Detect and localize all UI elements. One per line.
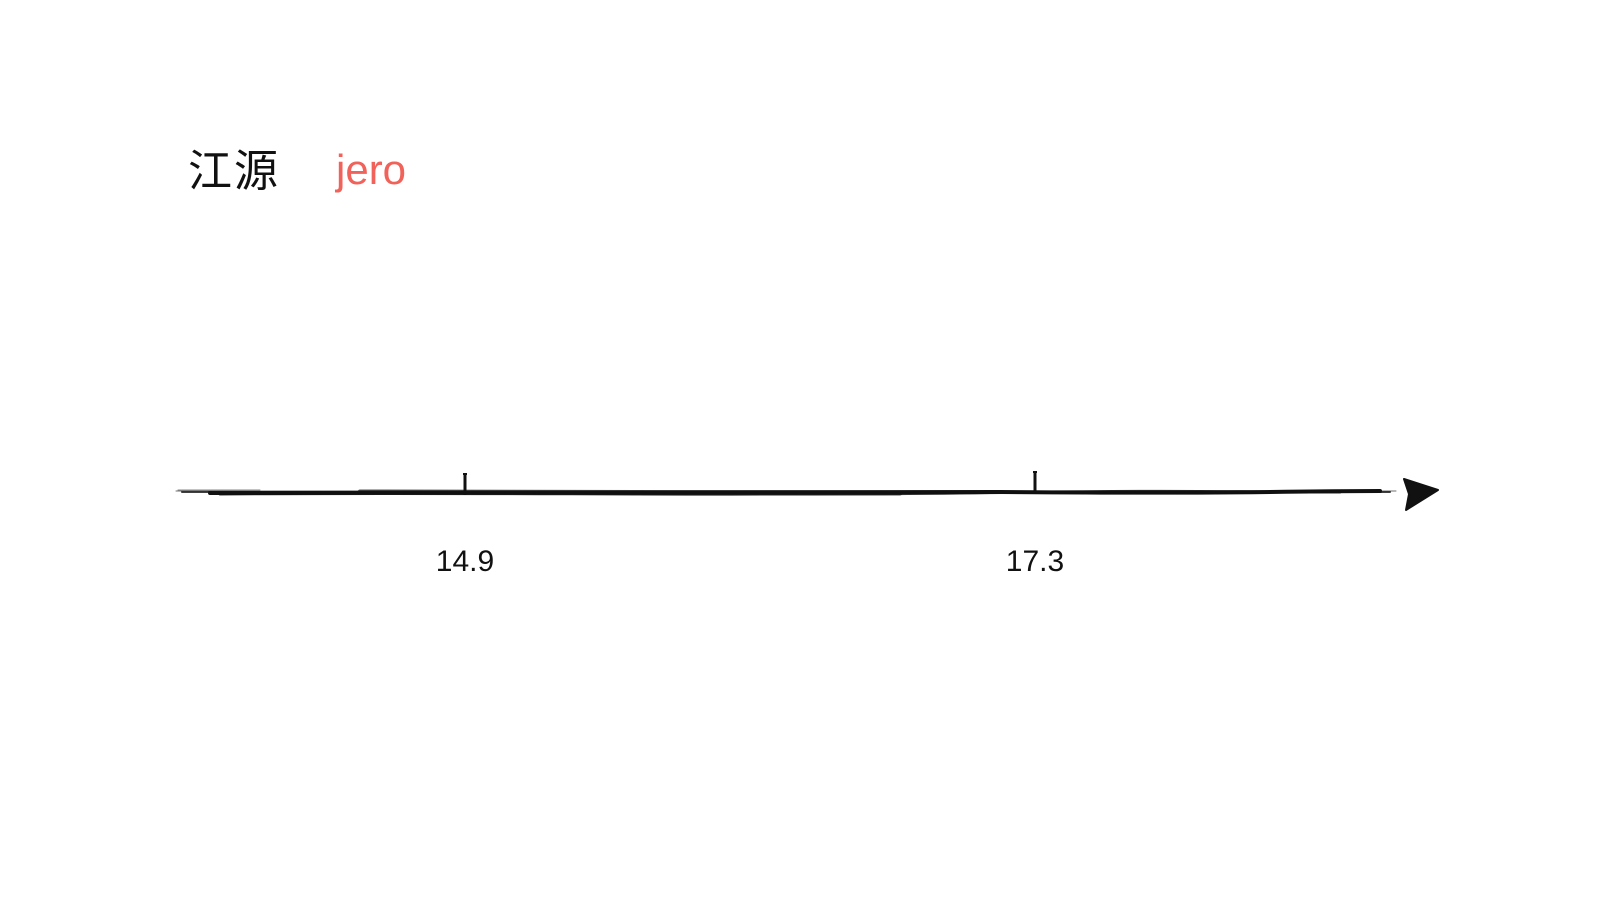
timeline-axis <box>175 489 1397 496</box>
timeline-marker-label: 14.9 <box>435 545 495 578</box>
title-sub: jero <box>336 146 407 193</box>
timeline-tick-2 <box>1033 471 1037 493</box>
timeline-marker-label: 17.3 <box>1005 545 1065 578</box>
timeline-arrowhead <box>1403 478 1439 511</box>
timeline-tick-1 <box>463 473 467 495</box>
title-main: 江源 <box>188 146 280 197</box>
